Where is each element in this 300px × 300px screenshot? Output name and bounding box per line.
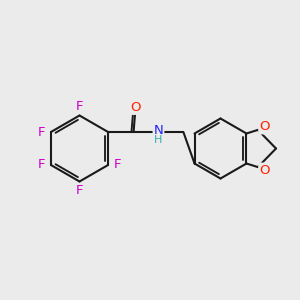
Text: F: F xyxy=(76,100,83,113)
Text: H: H xyxy=(154,135,163,145)
Text: O: O xyxy=(130,101,140,114)
Text: O: O xyxy=(259,120,270,134)
Text: F: F xyxy=(113,158,121,172)
Text: F: F xyxy=(38,125,46,139)
Text: F: F xyxy=(76,184,83,197)
Text: O: O xyxy=(259,164,270,177)
Text: F: F xyxy=(38,158,46,172)
Text: N: N xyxy=(154,124,164,137)
